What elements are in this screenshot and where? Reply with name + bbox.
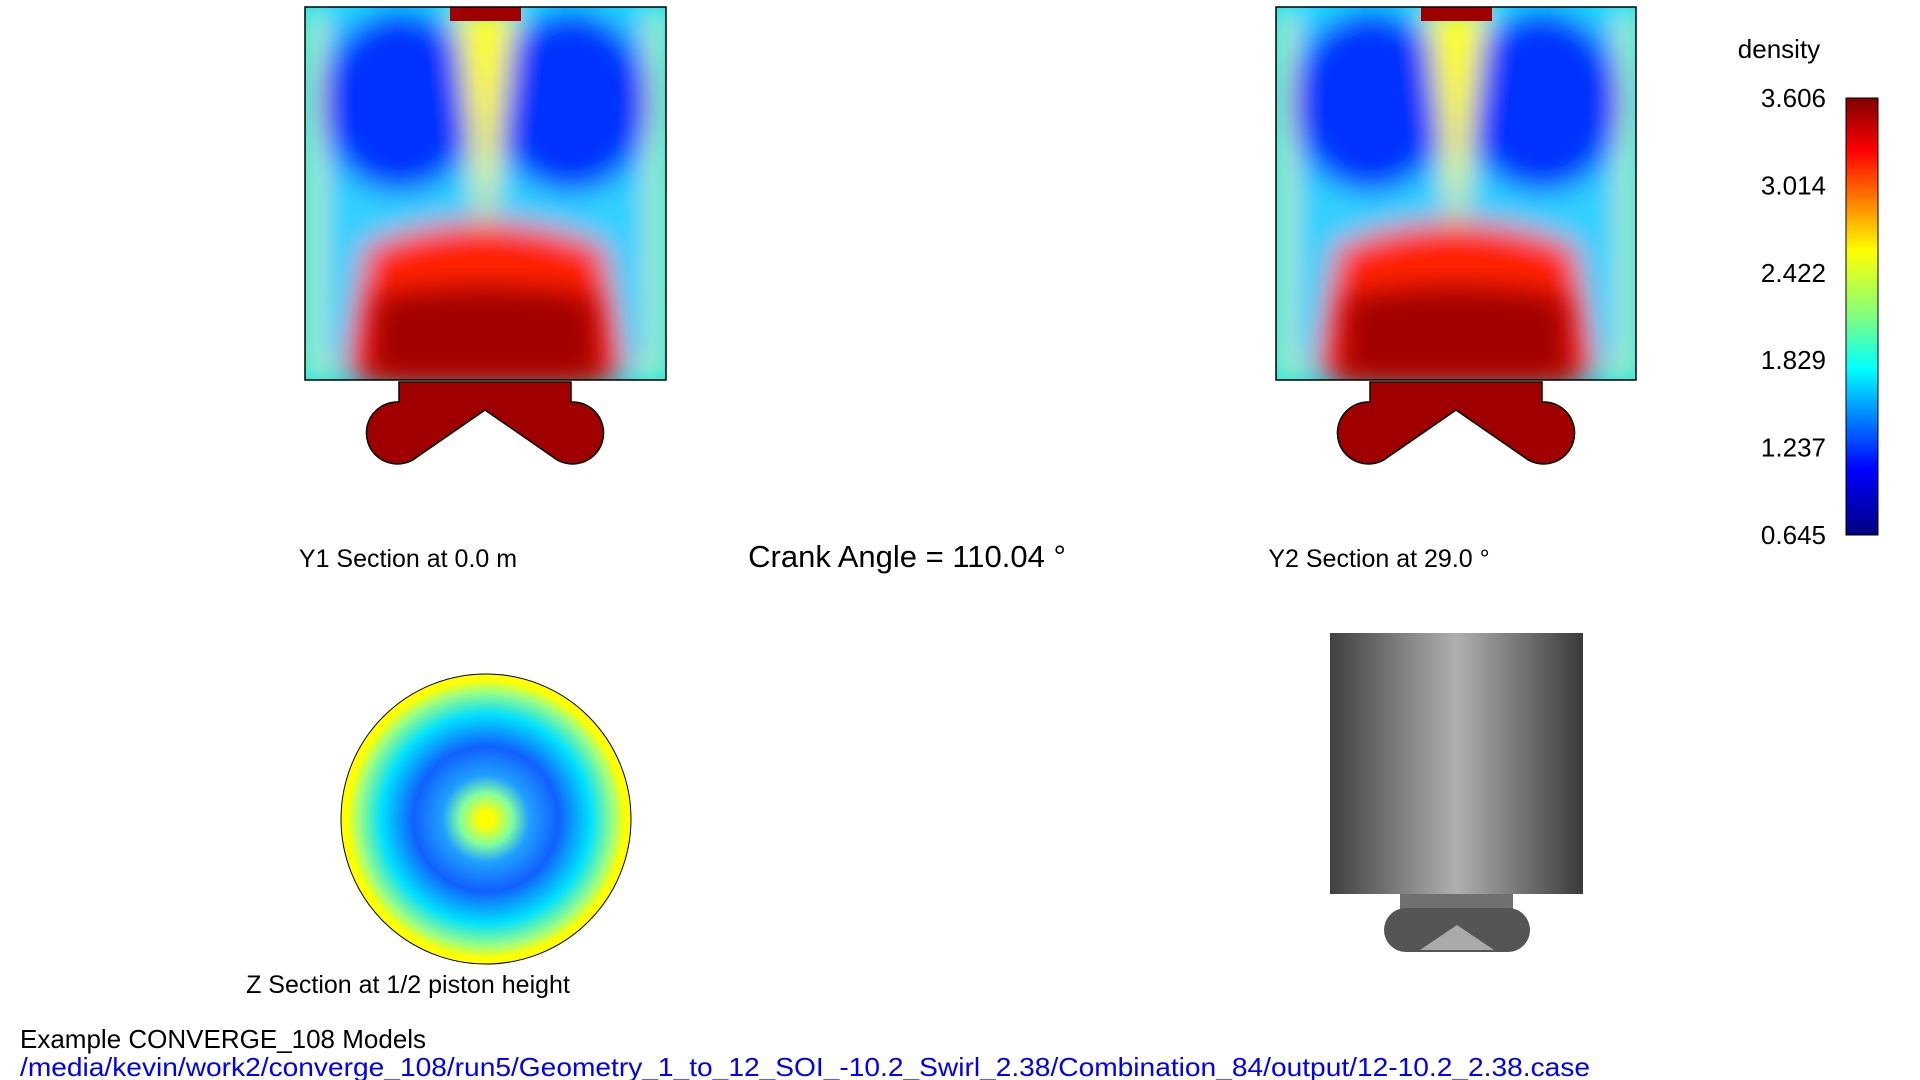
crank-angle: Crank Angle = 110.04 ° [748,539,1066,574]
y2-piston [1336,378,1576,465]
footer-title: Example CONVERGE_108 Models [20,1024,426,1054]
y1-frame [304,6,667,381]
y2-frame [1275,6,1637,381]
y1-label: Y1 Section at 0.0 m [299,545,517,573]
colorbar-tick-label: 2.422 [1761,258,1826,288]
colorbar-ticks: 3.606 3.014 2.422 1.829 1.237 0.645 [1761,83,1826,550]
colorbar-tick-label: 1.237 [1761,433,1826,463]
colorbar-title: density [1738,34,1820,64]
colorbar-tick-label: 3.014 [1761,170,1826,200]
colorbar-tick-label: 0.645 [1761,520,1826,550]
footer-path: /media/kevin/work2/converge_108/run5/Geo… [20,1052,1590,1080]
cylinder [1330,633,1583,894]
piston-crown [1420,925,1494,950]
colorbar-tick-label: 1.829 [1761,345,1826,375]
z-label: Z Section at 1/2 piston height [246,971,570,999]
y1-section [305,7,666,380]
colorbar-tick-label: 3.606 [1761,83,1826,113]
y1-piston [365,378,605,465]
y2-label: Y2 Section at 29.0 ° [1268,545,1489,573]
piston-neck [1400,894,1513,910]
z-section [340,673,632,965]
colorbar [1845,97,1879,536]
y2-section [1276,7,1637,380]
